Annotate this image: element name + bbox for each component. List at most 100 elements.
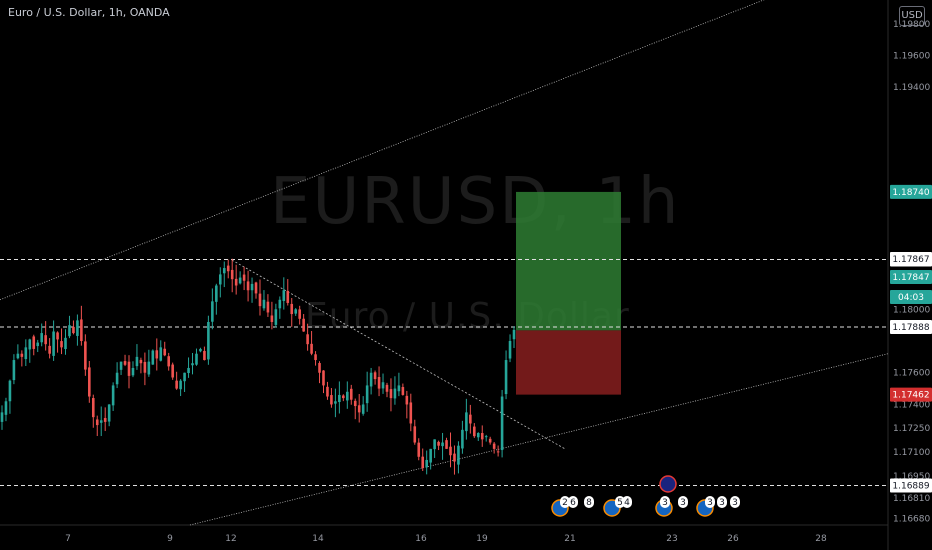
candle-body: [473, 426, 476, 437]
price-label-countdown[interactable]: [890, 290, 932, 304]
candle-body: [80, 319, 83, 342]
candle-body: [183, 372, 186, 382]
event-count-badge[interactable]: [568, 496, 578, 508]
candle-body: [397, 385, 401, 392]
descending-trendline[interactable]: [231, 259, 566, 450]
candle-body: [302, 318, 305, 332]
candle-body: [179, 380, 182, 390]
price-label-entry-text: 1.17867: [892, 255, 929, 265]
candle-body: [16, 353, 20, 359]
upper-channel[interactable]: [0, 0, 800, 301]
candle-body: [342, 395, 345, 399]
candle-body: [187, 367, 190, 374]
price-label-last-price-text: 1.17847: [892, 273, 929, 283]
currency-badge[interactable]: USD: [899, 6, 925, 26]
candle-body: [52, 331, 55, 356]
y-tick-label: 1.17400: [893, 400, 930, 410]
y-tick-label: 1.19400: [893, 83, 930, 93]
x-tick-label: 16: [415, 534, 427, 544]
x-tick-label: 7: [65, 534, 71, 544]
candle-body: [91, 398, 95, 418]
candle-body: [12, 360, 16, 381]
event-count-text: 3: [680, 498, 686, 508]
price-label-stop-loss[interactable]: [890, 387, 932, 402]
candle-body: [381, 382, 385, 389]
y-tick-label: 1.19800: [893, 20, 930, 30]
candle-body: [476, 433, 480, 438]
x-tick-label: 23: [666, 534, 677, 544]
candle-body: [346, 391, 349, 401]
candle-body: [298, 309, 301, 319]
candle-body: [330, 395, 333, 405]
candle-body: [40, 333, 43, 343]
candle-body: [191, 363, 194, 366]
price-label-level-text: 1.16889: [892, 482, 929, 492]
candle-body: [274, 309, 278, 325]
price-label-take-profit[interactable]: [890, 184, 932, 199]
candle-body: [496, 451, 500, 453]
candle-body: [230, 269, 234, 280]
candle-body: [250, 283, 254, 291]
event-count-text: 2: [562, 498, 568, 508]
candle-body: [425, 459, 428, 468]
candle-body: [107, 404, 111, 422]
candle-body: [135, 356, 139, 367]
candle-body: [357, 405, 361, 413]
candle-body: [369, 372, 373, 387]
candle-body: [84, 341, 87, 370]
event-count-text: 4: [624, 498, 630, 508]
candle-body: [88, 367, 91, 397]
candle-body: [409, 402, 413, 424]
x-tick-label: 14: [312, 534, 324, 544]
candle-body: [218, 274, 222, 285]
event-count-badge[interactable]: [622, 496, 632, 508]
y-tick-label: 1.17250: [893, 424, 930, 434]
candle-body: [159, 347, 163, 361]
event-count-badge[interactable]: [560, 496, 570, 508]
event-count-badge[interactable]: [730, 496, 740, 508]
event-count-text: 6: [570, 498, 576, 508]
event-count-badge[interactable]: [660, 496, 670, 508]
event-count-badge[interactable]: [705, 496, 715, 508]
price-label-level[interactable]: [890, 320, 932, 335]
candle-body: [512, 329, 516, 340]
candle-body: [44, 335, 47, 345]
candle-body: [163, 348, 167, 356]
candle-body: [234, 278, 238, 286]
candle-body: [99, 420, 103, 423]
event-flag-icon[interactable]: [659, 475, 677, 493]
candle-body: [211, 301, 214, 322]
candle-body: [373, 372, 377, 380]
price-label-entry[interactable]: [890, 252, 932, 266]
event-count-text: 3: [732, 498, 738, 508]
candle-body: [203, 350, 206, 361]
candle-body: [413, 426, 417, 443]
candle-body: [453, 453, 456, 462]
candle-body: [68, 325, 71, 337]
candle-body: [449, 446, 452, 456]
candle-body: [242, 274, 246, 281]
stop-zone[interactable]: [516, 330, 621, 395]
event-count-badge[interactable]: [678, 496, 688, 508]
event-count-badge[interactable]: [717, 496, 727, 508]
y-tick-label: 1.19600: [893, 52, 930, 62]
candle-body: [326, 386, 329, 397]
candle-body: [147, 361, 151, 375]
candle-body: [334, 401, 337, 404]
candle-body: [48, 345, 51, 354]
event-count-badge[interactable]: [584, 496, 594, 508]
price-label-stop-loss-text: 1.17462: [892, 391, 929, 401]
target-zone[interactable]: [516, 191, 621, 331]
y-tick-label: 1.17600: [893, 369, 930, 379]
candle-body: [433, 439, 436, 450]
y-tick-label: 1.16810: [893, 494, 930, 504]
price-label-last-price[interactable]: [890, 270, 932, 284]
candle-body: [437, 441, 440, 446]
price-label-level[interactable]: [890, 478, 932, 493]
event-count-text: 3: [662, 498, 668, 508]
event-count-text: 5: [617, 498, 623, 508]
candle-body: [8, 380, 12, 402]
symbol-title: Euro / U.S. Dollar, 1h, OANDA: [8, 6, 170, 19]
candle-body: [393, 388, 397, 399]
